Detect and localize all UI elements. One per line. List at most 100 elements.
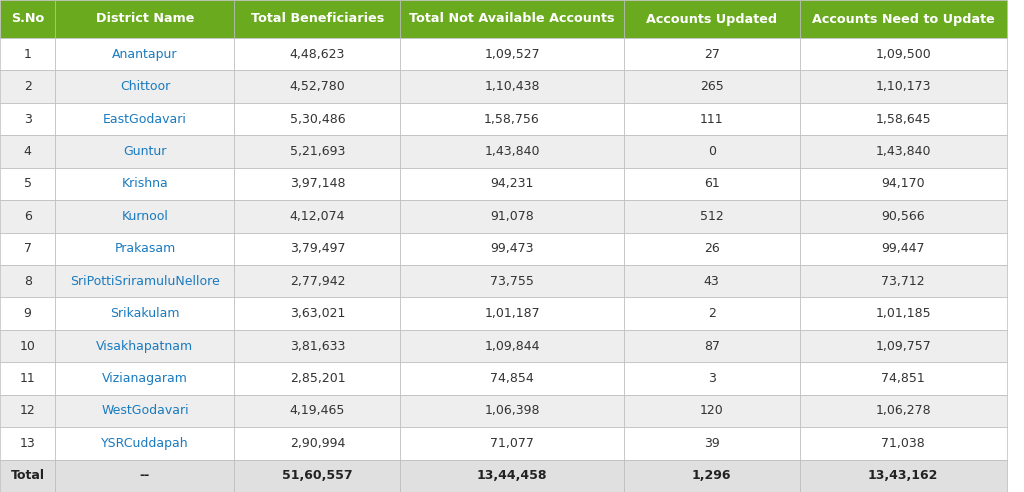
Text: Guntur: Guntur — [123, 145, 167, 158]
Bar — [234, 200, 400, 233]
Bar — [624, 38, 800, 70]
Text: 2,77,942: 2,77,942 — [290, 275, 345, 288]
Text: 1,10,438: 1,10,438 — [484, 80, 540, 93]
Bar — [234, 330, 400, 362]
Text: 1,43,840: 1,43,840 — [484, 145, 540, 158]
Bar — [55, 135, 234, 168]
Bar — [234, 460, 400, 492]
Text: 99,447: 99,447 — [882, 242, 925, 255]
Bar — [624, 168, 800, 200]
Bar — [0, 38, 55, 70]
Text: 11: 11 — [19, 372, 36, 385]
Text: 1,58,645: 1,58,645 — [876, 113, 931, 125]
Text: 4,12,074: 4,12,074 — [290, 210, 345, 223]
Bar — [400, 135, 624, 168]
Text: 2: 2 — [708, 307, 716, 320]
Text: Accounts Updated: Accounts Updated — [646, 12, 777, 26]
Bar — [0, 233, 55, 265]
Bar — [800, 330, 1007, 362]
Bar — [800, 395, 1007, 427]
Bar — [400, 395, 624, 427]
Text: 5: 5 — [24, 178, 32, 190]
Bar — [400, 298, 624, 330]
Bar — [400, 200, 624, 233]
Text: 10: 10 — [19, 339, 36, 353]
Bar — [624, 362, 800, 395]
Text: 5,30,486: 5,30,486 — [290, 113, 345, 125]
Text: 2,90,994: 2,90,994 — [290, 437, 345, 450]
Bar — [800, 70, 1007, 103]
Bar — [624, 427, 800, 460]
Bar — [0, 265, 55, 298]
Bar — [55, 0, 234, 38]
Bar — [800, 103, 1007, 135]
Bar — [800, 200, 1007, 233]
Bar — [624, 0, 800, 38]
Text: 51,60,557: 51,60,557 — [283, 469, 352, 482]
Bar — [400, 233, 624, 265]
Text: 74,854: 74,854 — [490, 372, 534, 385]
Text: Prakasam: Prakasam — [115, 242, 175, 255]
Bar — [55, 168, 234, 200]
Text: 13,44,458: 13,44,458 — [477, 469, 547, 482]
Bar — [234, 168, 400, 200]
Text: 74,851: 74,851 — [882, 372, 925, 385]
Bar — [55, 200, 234, 233]
Text: 1,09,844: 1,09,844 — [484, 339, 540, 353]
Bar — [400, 70, 624, 103]
Text: 1,10,173: 1,10,173 — [876, 80, 931, 93]
Text: Total Beneficiaries: Total Beneficiaries — [251, 12, 384, 26]
Bar — [55, 265, 234, 298]
Bar — [400, 460, 624, 492]
Text: 61: 61 — [703, 178, 720, 190]
Text: Vizianagaram: Vizianagaram — [102, 372, 187, 385]
Bar — [0, 103, 55, 135]
Bar — [800, 135, 1007, 168]
Bar — [234, 265, 400, 298]
Bar — [400, 168, 624, 200]
Text: 8: 8 — [24, 275, 32, 288]
Text: 71,038: 71,038 — [882, 437, 925, 450]
Bar — [800, 0, 1007, 38]
Bar — [624, 200, 800, 233]
Bar — [800, 427, 1007, 460]
Text: 43: 43 — [703, 275, 720, 288]
Bar — [800, 460, 1007, 492]
Text: 111: 111 — [699, 113, 724, 125]
Bar — [400, 0, 624, 38]
Bar — [234, 395, 400, 427]
Text: Total Not Available Accounts: Total Not Available Accounts — [410, 12, 614, 26]
Text: 1,09,500: 1,09,500 — [876, 48, 931, 61]
Text: 87: 87 — [703, 339, 720, 353]
Bar — [0, 200, 55, 233]
Text: 0: 0 — [708, 145, 716, 158]
Bar — [624, 460, 800, 492]
Text: 13: 13 — [19, 437, 36, 450]
Bar — [0, 0, 55, 38]
Bar — [0, 362, 55, 395]
Bar — [800, 265, 1007, 298]
Text: Chittoor: Chittoor — [120, 80, 170, 93]
Bar — [0, 460, 55, 492]
Text: 2,85,201: 2,85,201 — [290, 372, 345, 385]
Text: 3: 3 — [708, 372, 716, 385]
Text: District Name: District Name — [95, 12, 195, 26]
Bar — [55, 395, 234, 427]
Text: Accounts Need to Update: Accounts Need to Update — [812, 12, 994, 26]
Bar — [800, 38, 1007, 70]
Bar — [234, 0, 400, 38]
Bar — [234, 70, 400, 103]
Text: 99,473: 99,473 — [490, 242, 534, 255]
Text: Total: Total — [10, 469, 45, 482]
Text: 3: 3 — [24, 113, 32, 125]
Text: 27: 27 — [703, 48, 720, 61]
Text: 6: 6 — [24, 210, 32, 223]
Text: 1,01,187: 1,01,187 — [484, 307, 540, 320]
Text: 3,97,148: 3,97,148 — [290, 178, 345, 190]
Bar — [624, 298, 800, 330]
Text: 26: 26 — [703, 242, 720, 255]
Text: Visakhapatnam: Visakhapatnam — [96, 339, 194, 353]
Text: 91,078: 91,078 — [490, 210, 534, 223]
Bar — [55, 298, 234, 330]
Bar — [0, 168, 55, 200]
